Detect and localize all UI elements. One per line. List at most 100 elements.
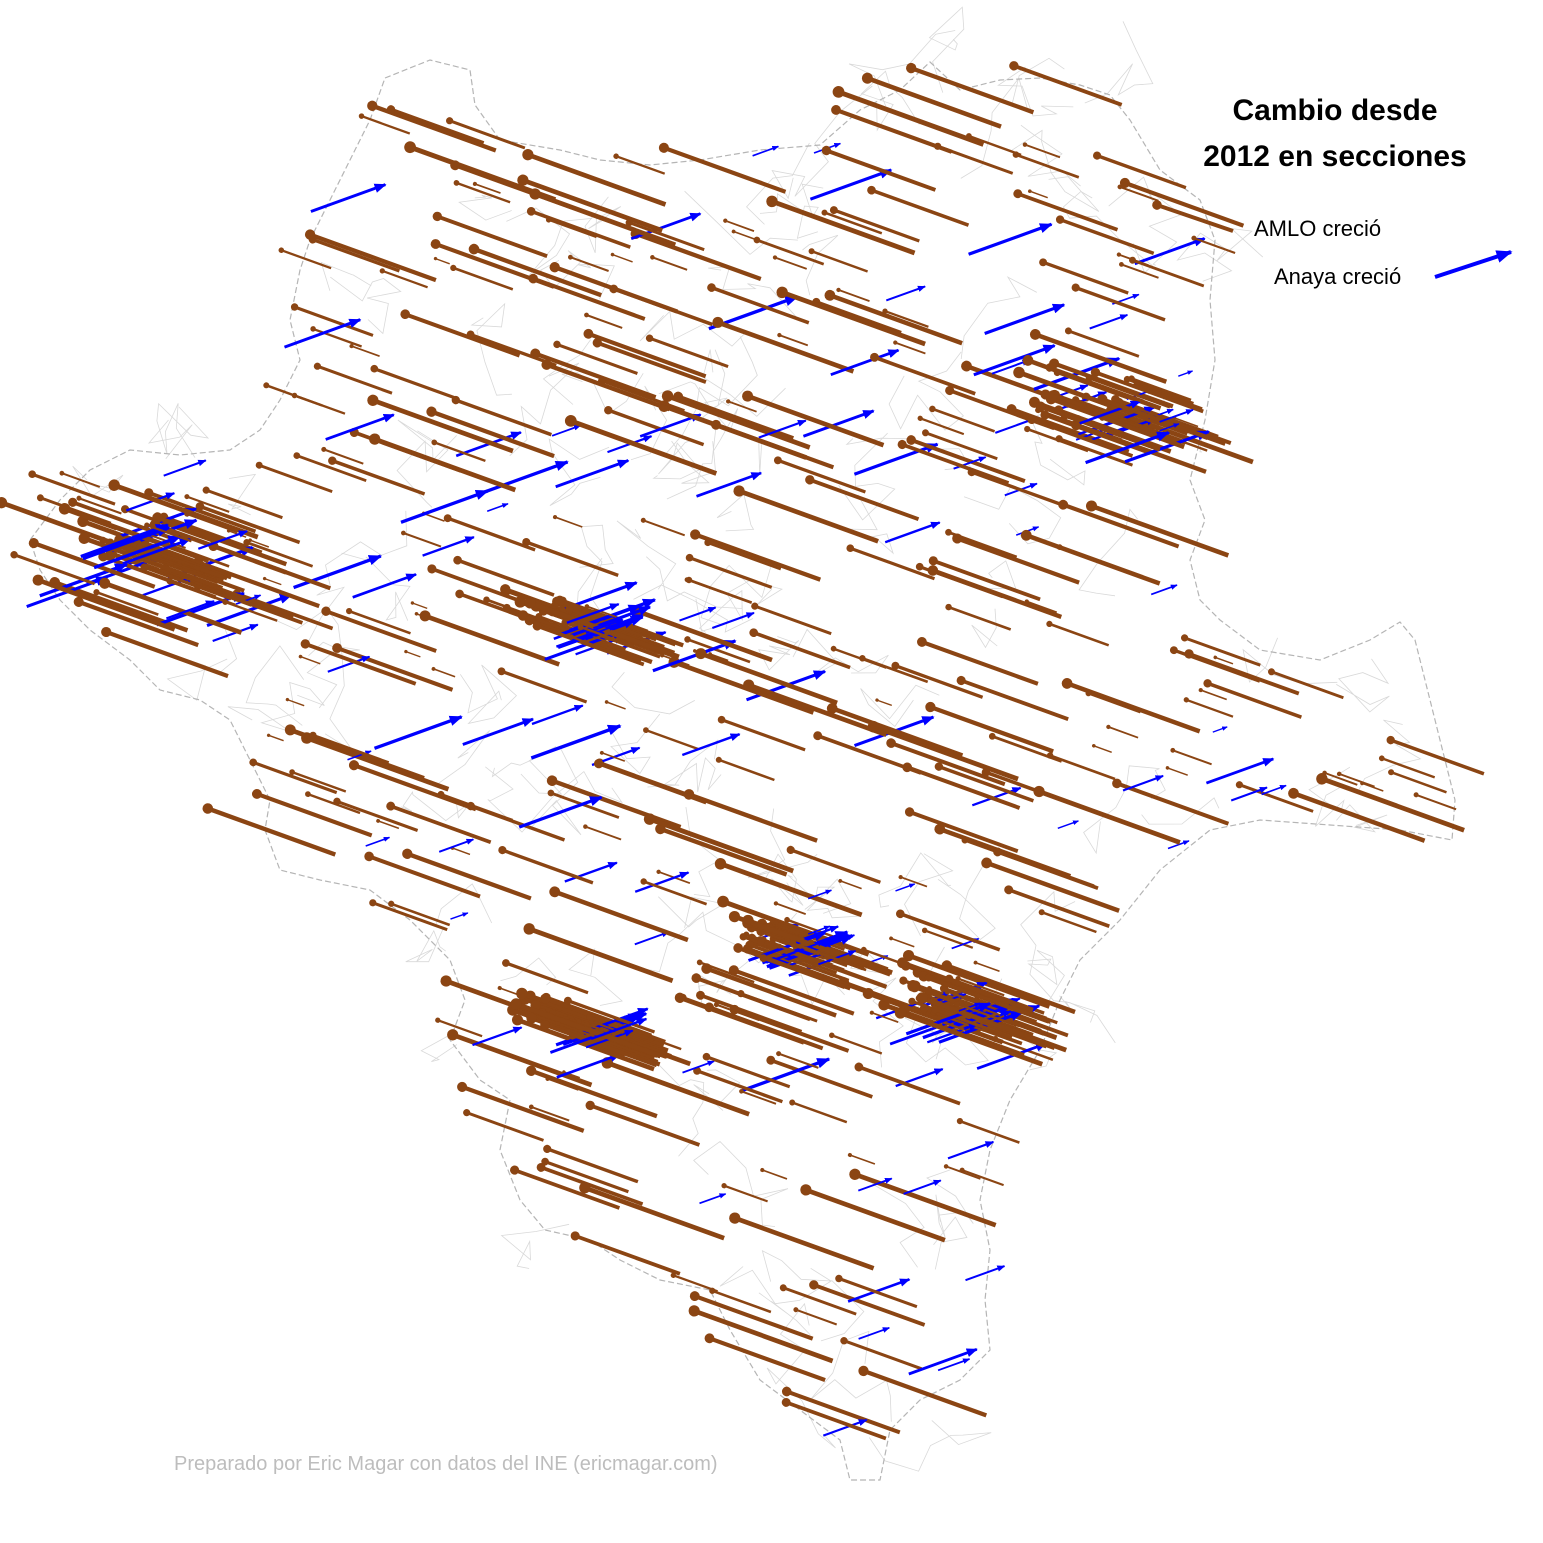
- anaya-arrow: [325, 413, 395, 441]
- amlo-arrow: [684, 577, 724, 594]
- amlo-arrow: [959, 1011, 1055, 1050]
- amlo-arrow: [1170, 747, 1212, 766]
- amlo-arrow: [1360, 781, 1384, 792]
- anaya-arrow: [530, 724, 622, 760]
- amlo-arrow: [1039, 258, 1129, 295]
- anaya-arrow: [984, 303, 1066, 335]
- amlo-arrow: [526, 1065, 658, 1119]
- amlo-arrow: [690, 529, 822, 582]
- amlo-arrow: [826, 703, 964, 758]
- amlo-arrow: [545, 1076, 579, 1091]
- section-boundary: [579, 524, 614, 656]
- amlo-arrow: [468, 243, 602, 298]
- amlo-arrow: [457, 1081, 585, 1133]
- amlo-arrow: [446, 117, 526, 150]
- anaya-arrow: [283, 318, 362, 349]
- amlo-arrow: [585, 1100, 701, 1147]
- anaya-arrow: [968, 222, 1053, 256]
- amlo-arrow: [875, 698, 893, 707]
- amlo-arrow: [1165, 766, 1188, 776]
- amlo-arrow: [400, 309, 521, 358]
- amlo-arrow: [549, 262, 679, 314]
- anaya-arrow: [365, 836, 391, 847]
- amlo-arrow: [1213, 655, 1234, 665]
- amlo-arrow: [898, 875, 928, 888]
- section-boundary: [459, 664, 517, 725]
- amlo-arrow: [251, 788, 373, 838]
- amlo-arrow: [1268, 668, 1344, 700]
- section-boundary: [838, 432, 896, 521]
- section-boundary: [702, 349, 786, 417]
- amlo-arrow: [1105, 405, 1254, 465]
- amlo-arrow: [1052, 423, 1073, 433]
- section-boundary: [716, 493, 755, 532]
- amlo-arrow: [701, 963, 837, 1018]
- amlo-arrow: [610, 252, 633, 263]
- section-boundary: [652, 439, 701, 480]
- amlo-arrow: [549, 886, 689, 943]
- amlo-arrow: [704, 539, 782, 571]
- brown-arrow-icon: [1152, 200, 1234, 233]
- amlo-arrow: [143, 550, 205, 576]
- section-boundary: [485, 766, 623, 833]
- amlo-arrow: [1106, 724, 1139, 739]
- anaya-arrow: [327, 655, 371, 673]
- amlo-arrow: [1009, 61, 1123, 107]
- legend-label-anaya: Anaya creció: [1274, 264, 1401, 289]
- amlo-arrow: [592, 338, 707, 384]
- amlo-arrow: [243, 539, 314, 568]
- amlo-arrow: [967, 468, 1063, 507]
- amlo-arrow: [685, 553, 773, 589]
- amlo-arrow: [945, 528, 1018, 559]
- amlo-arrow: [149, 519, 287, 575]
- anaya-arrow: [1089, 313, 1129, 330]
- amlo-arrow: [953, 1001, 1008, 1024]
- amlo-arrow: [248, 538, 270, 548]
- amlo-arrow: [421, 511, 445, 522]
- amlo-arrow: [1085, 500, 1230, 558]
- amlo-arrow: [28, 470, 116, 506]
- anaya-arrow: [1205, 757, 1275, 785]
- section-boundary: [646, 556, 743, 633]
- section-boundary: [719, 1266, 865, 1342]
- amlo-arrow: [376, 818, 400, 830]
- amlo-arrow: [364, 851, 481, 899]
- amlo-arrow: [640, 517, 686, 537]
- amlo-arrow: [313, 362, 393, 395]
- amlo-arrow: [1004, 885, 1110, 928]
- section-boundary: [926, 1169, 974, 1238]
- amlo-arrow: [717, 895, 870, 957]
- amlo-arrow: [453, 555, 555, 597]
- amlo-arrow: [202, 486, 283, 520]
- anaya-arrow: [1230, 786, 1268, 802]
- section-boundary: [663, 336, 758, 456]
- amlo-arrow: [1046, 752, 1116, 781]
- amlo-arrow: [1085, 374, 1171, 409]
- amlo-arrow: [304, 229, 437, 283]
- amlo-arrow: [522, 538, 619, 577]
- amlo-arrow: [463, 1108, 545, 1142]
- amlo-arrow: [643, 727, 699, 751]
- amlo-arrow: [776, 286, 926, 347]
- amlo-arrow: [704, 1333, 826, 1383]
- amlo-arrow: [916, 992, 1068, 1053]
- amlo-arrow: [691, 973, 811, 1022]
- amlo-arrow: [358, 113, 411, 135]
- section-boundary: [500, 1223, 570, 1269]
- amlo-arrow: [929, 405, 996, 433]
- amlo-arrow: [789, 1099, 848, 1124]
- amlo-arrow: [922, 429, 998, 461]
- amlo-arrow: [466, 330, 557, 367]
- amlo-arrow: [144, 522, 192, 543]
- amlo-arrow: [386, 105, 485, 145]
- anaya-arrow: [555, 459, 630, 489]
- credit-text: Preparado por Eric Magar con datos del I…: [174, 1453, 718, 1475]
- section-boundary: [1027, 949, 1065, 1003]
- amlo-arrow: [379, 268, 428, 289]
- amlo-arrow: [743, 679, 888, 738]
- legend: AMLO creció Anaya creció: [1152, 200, 1513, 289]
- amlo-arrow: [532, 621, 645, 667]
- amlo-arrow: [674, 992, 805, 1045]
- amlo-arrow: [545, 217, 597, 239]
- amlo-arrow: [897, 439, 1010, 485]
